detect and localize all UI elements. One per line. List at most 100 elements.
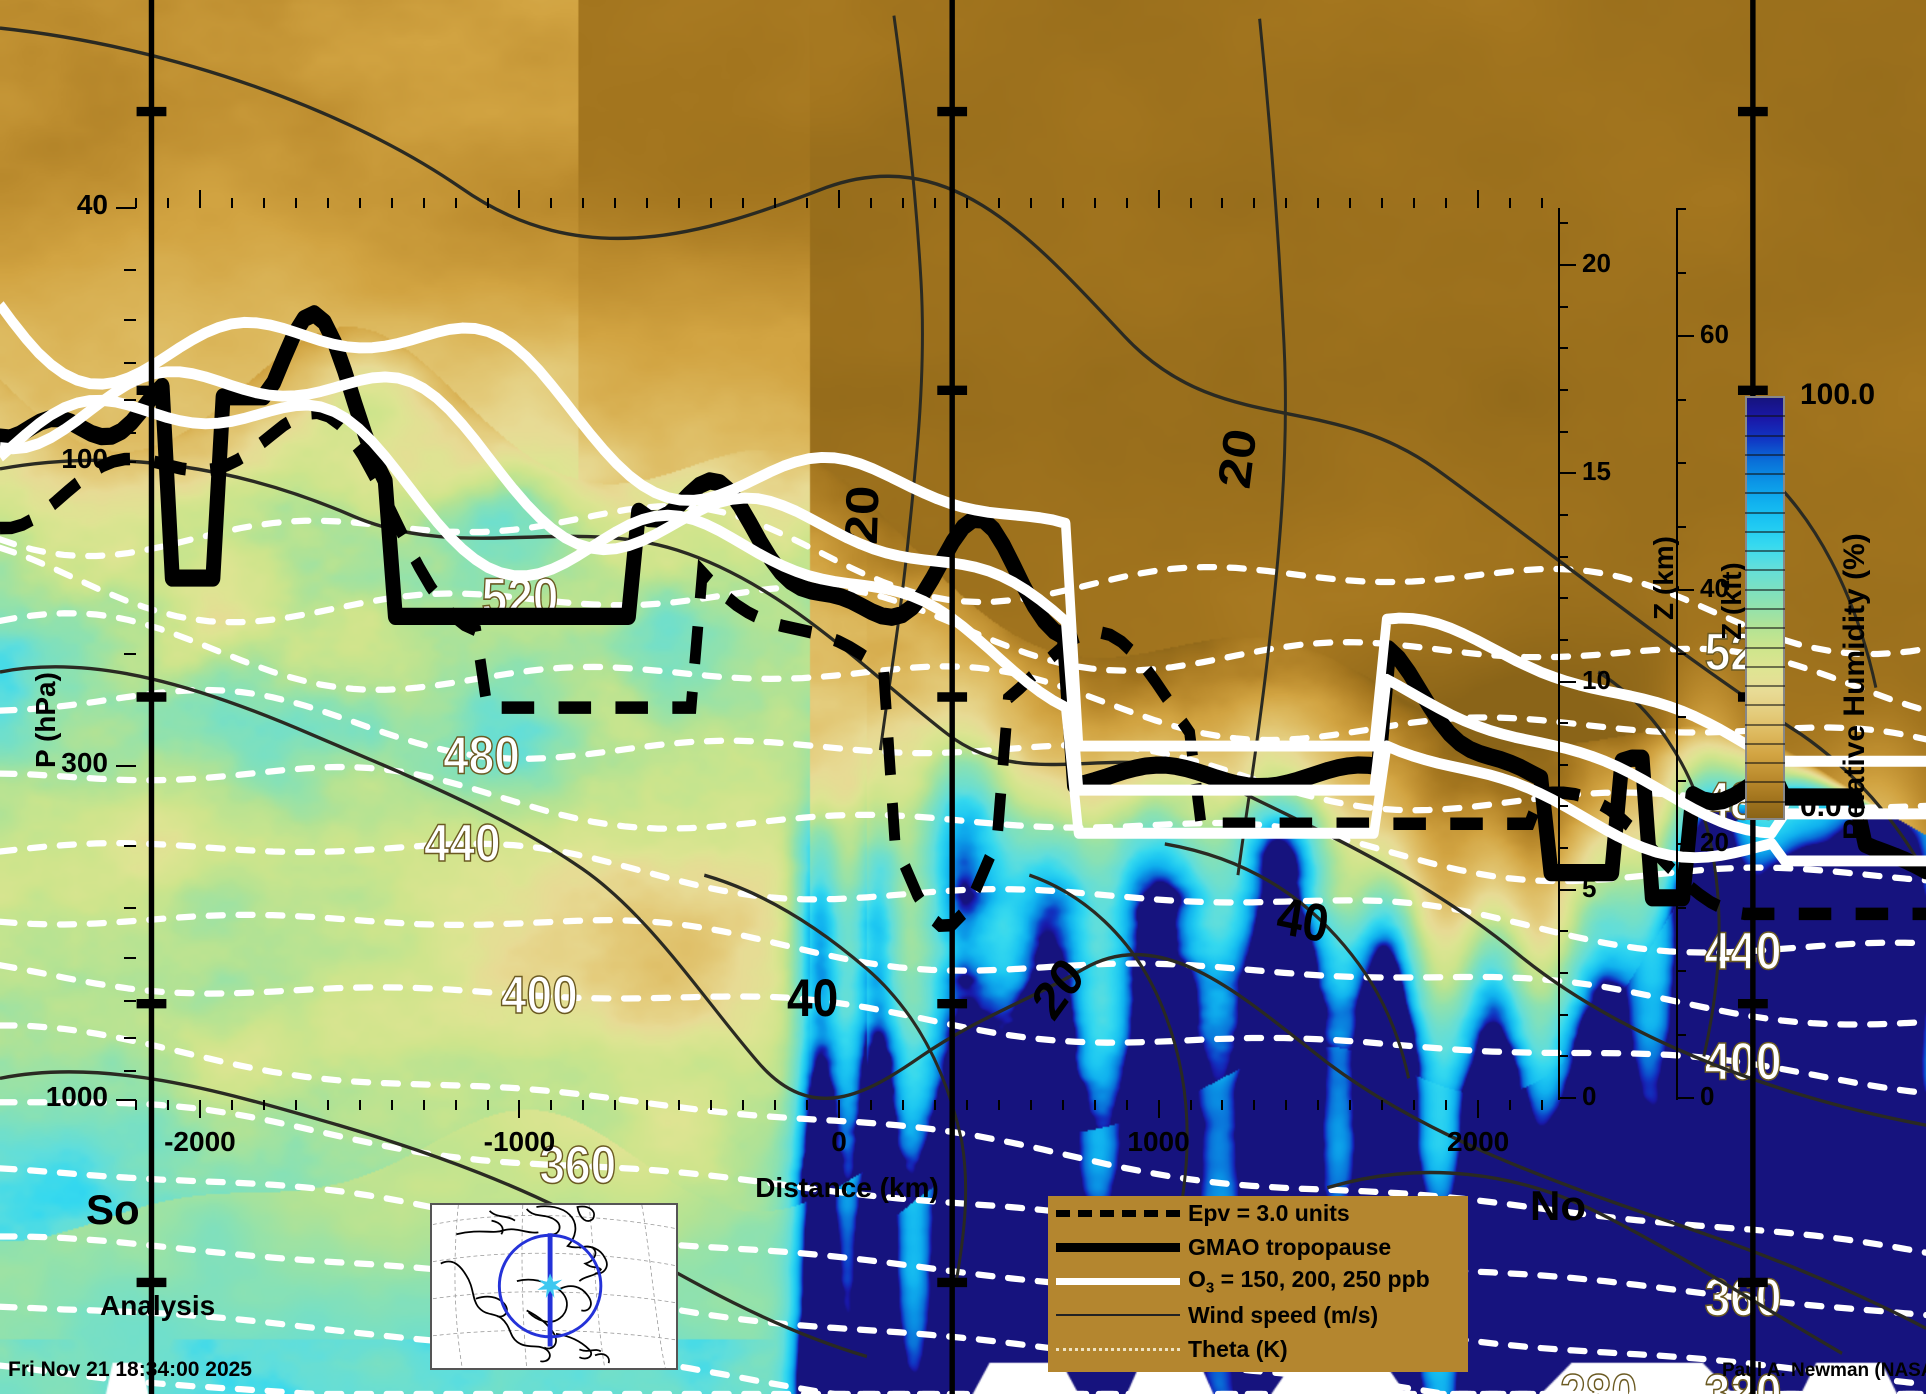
colorbar-tick xyxy=(1745,453,1785,456)
x-axis-title: Distance (km) xyxy=(755,1172,939,1203)
x-tick-minor-top xyxy=(1381,198,1384,208)
theta-contour-540 xyxy=(0,502,1926,658)
ozone-contour-150 xyxy=(0,301,1926,767)
wind-speed-label-40-7: 40 xyxy=(1273,885,1332,892)
colorbar-tick xyxy=(1745,627,1785,630)
legend-label-theta: Theta (K) xyxy=(1188,1335,1288,1362)
legend-item-ozone: O3 = 150, 200, 250 ppb xyxy=(1048,1264,1468,1298)
x-tick-minor xyxy=(1413,1100,1416,1110)
x-tick-minor xyxy=(390,1100,393,1110)
colorbar-tick xyxy=(1745,704,1785,707)
credit-label: Paul A. Newman (NASA xyxy=(1722,1360,1926,1381)
wind-speed-contour-7 xyxy=(1164,842,1411,1079)
x-tick-minor-top xyxy=(582,198,585,208)
x-tick-minor xyxy=(742,1100,745,1110)
x-tick-minor xyxy=(1381,1100,1384,1110)
x-tick-minor-top xyxy=(933,198,936,208)
z-km-tick-minor xyxy=(1558,1013,1568,1016)
map-coastlines xyxy=(440,1205,610,1364)
y-axis-label-2: 300 xyxy=(61,747,108,779)
z-kft-tick-minor xyxy=(1676,716,1686,719)
x-tick-minor-top xyxy=(1413,198,1416,208)
z-kft-tick-3 xyxy=(1676,335,1694,338)
x-tick-minor-top xyxy=(1285,198,1288,208)
x-tick-minor-top xyxy=(1029,198,1032,208)
thin-black-line-icon xyxy=(1048,1314,1188,1316)
z-km-tick-minor xyxy=(1558,805,1568,808)
x-tick-minor-top xyxy=(901,198,904,208)
x-tick-minor xyxy=(1189,1100,1192,1110)
x-tick-minor xyxy=(869,1100,872,1110)
x-axis-label-3: 1000 xyxy=(1127,1126,1190,1157)
x-axis-label-1: -1000 xyxy=(483,1126,556,1157)
z-km-label-2: 10 xyxy=(1582,664,1611,695)
x-tick-minor-top xyxy=(806,198,809,208)
z-km-tick-3 xyxy=(1558,472,1576,475)
y-tick-minor-0 xyxy=(124,268,136,271)
x-tick-minor xyxy=(901,1100,904,1110)
x-tick-minor xyxy=(1349,1100,1352,1110)
x-tick-major-2 xyxy=(838,1100,840,1118)
colorbar-tick xyxy=(1745,550,1785,553)
analysis-label: Analysis xyxy=(100,1290,216,1321)
x-tick-minor-top xyxy=(166,198,169,208)
y-tick-minor-5 xyxy=(124,653,136,655)
x-tick-minor-top xyxy=(774,198,777,208)
theta-contour-440 xyxy=(0,839,1926,956)
z-kft-tick-minor xyxy=(1676,462,1686,465)
z-kft-tick-minor xyxy=(1676,652,1686,655)
z-km-tick-minor xyxy=(1558,638,1568,641)
x-tick-minor-top xyxy=(1317,198,1320,208)
north-endpoint-label: No xyxy=(1530,1182,1586,1229)
y-tick-major-0 xyxy=(116,207,136,209)
wind-speed-contour-4 xyxy=(1236,18,1287,876)
x-tick-minor-top xyxy=(294,198,297,208)
x-tick-minor-top xyxy=(1093,198,1096,208)
x-tick-minor-top xyxy=(1061,198,1064,208)
z-km-tick-2 xyxy=(1558,680,1576,683)
z-kft-label-2: 40 xyxy=(1700,573,1729,604)
x-tick-minor xyxy=(933,1100,936,1110)
colorbar-tick xyxy=(1745,665,1785,668)
y-axis-label-1: 100 xyxy=(61,442,108,474)
x-tick-minor-top xyxy=(358,198,361,208)
x-tick-minor xyxy=(454,1100,457,1110)
x-tick-major-4 xyxy=(1477,1100,1480,1118)
wind-speed-contour-0 xyxy=(0,26,1926,877)
x-tick-minor-top xyxy=(1125,198,1128,208)
x-tick-minor xyxy=(326,1100,329,1110)
x-tick-minor xyxy=(166,1100,169,1110)
x-tick-minor-top xyxy=(486,198,489,208)
generation-timestamp: Fri Nov 21 18:34:00 2025 xyxy=(8,1358,252,1381)
x-tick-minor xyxy=(1093,1100,1096,1110)
x-tick-minor xyxy=(1285,1100,1288,1110)
x-tick-minor-top xyxy=(614,198,617,208)
theta-contour-480 xyxy=(0,686,1926,814)
z-km-tick-minor xyxy=(1558,555,1568,558)
x-tick-minor xyxy=(294,1100,297,1110)
z-kft-label-0: 0 xyxy=(1700,1081,1715,1111)
x-tick-minor-top xyxy=(1189,198,1192,208)
y-axis-title: P (hPa) xyxy=(30,672,61,768)
x-tick-minor xyxy=(1029,1100,1032,1110)
x-tick-minor xyxy=(678,1100,681,1110)
x-tick-minor-top xyxy=(646,198,649,208)
x-tick-minor xyxy=(1125,1100,1128,1110)
z-km-tick-1 xyxy=(1558,888,1576,891)
white-line-icon xyxy=(1048,1277,1188,1285)
colorbar-tick xyxy=(1745,723,1785,726)
z-km-tick-minor xyxy=(1558,930,1568,933)
z-km-tick-minor xyxy=(1558,847,1568,850)
x-tick-minor-top xyxy=(997,198,1000,208)
z-km-tick-4 xyxy=(1558,264,1576,266)
x-tick-minor-top xyxy=(326,198,329,208)
y-tick-minor-9 xyxy=(124,1000,136,1003)
z-km-tick-minor xyxy=(1558,722,1568,725)
x-tick-minor xyxy=(1541,1100,1544,1110)
x-tick-minor xyxy=(965,1100,968,1110)
y-tick-minor-6 xyxy=(124,845,136,848)
z-km-axis-line xyxy=(1558,208,1560,1100)
gmao-tropopause-line xyxy=(0,305,1926,907)
colorbar-tick xyxy=(1745,415,1785,418)
